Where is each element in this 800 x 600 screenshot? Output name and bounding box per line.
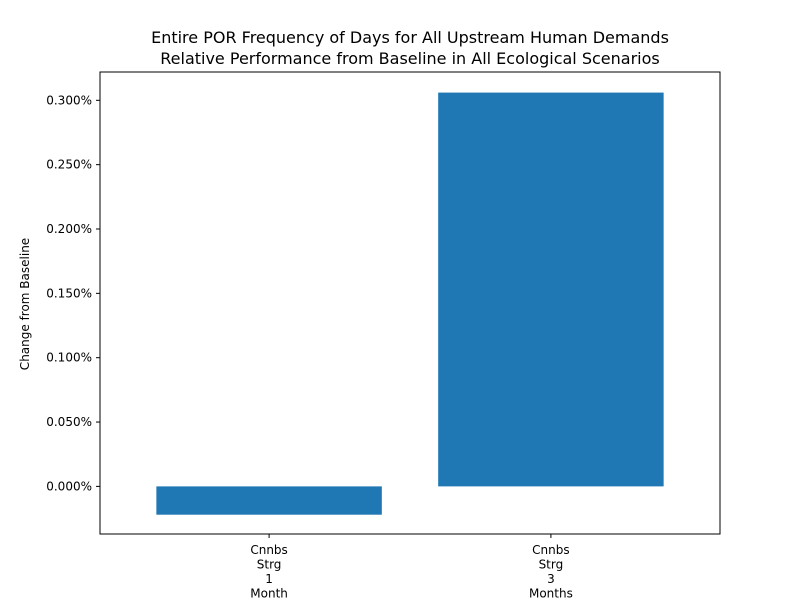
x-tick-label-1-0: Cnnbs bbox=[532, 543, 569, 557]
bar-1 bbox=[438, 92, 664, 487]
y-tick-label-1: 0.050% bbox=[46, 415, 92, 429]
y-tick-label-2: 0.100% bbox=[46, 351, 92, 365]
x-tick-label-0-3: Month bbox=[250, 587, 288, 600]
chart-title-line-2: Relative Performance from Baseline in Al… bbox=[160, 49, 659, 68]
x-tick-label-0-1: Strg bbox=[257, 558, 282, 572]
y-axis-label: Change from Baseline bbox=[18, 238, 32, 370]
x-tick-label-0-0: Cnnbs bbox=[250, 543, 287, 557]
y-tick-label-3: 0.150% bbox=[46, 286, 92, 300]
bar-0 bbox=[156, 486, 382, 515]
y-tick-label-0: 0.000% bbox=[46, 479, 92, 493]
x-tick-label-1-3: Months bbox=[529, 587, 573, 600]
y-tick-label-4: 0.200% bbox=[46, 222, 92, 236]
x-tick-label-1-2: 3 bbox=[547, 572, 555, 586]
plot-area: CnnbsStrg1MonthCnnbsStrg3Months0.000%0.0… bbox=[46, 71, 721, 600]
x-tick-label-0-2: 1 bbox=[265, 572, 273, 586]
x-tick-label-1-1: Strg bbox=[539, 558, 564, 572]
y-tick-label-5: 0.250% bbox=[46, 158, 92, 172]
y-tick-label-6: 0.300% bbox=[46, 93, 92, 107]
chart-title-line-1: Entire POR Frequency of Days for All Ups… bbox=[151, 28, 669, 47]
plot-frame bbox=[99, 71, 721, 535]
